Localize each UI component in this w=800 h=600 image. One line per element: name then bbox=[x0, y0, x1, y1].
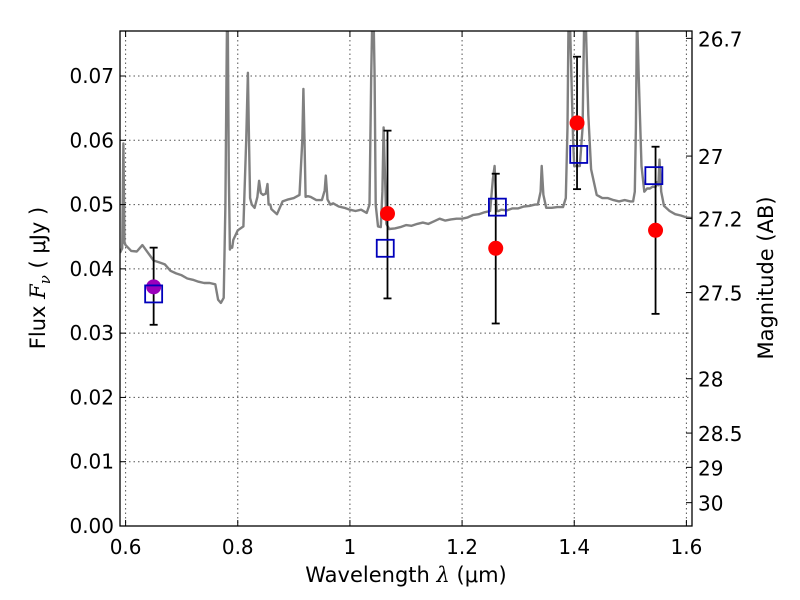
y-tick-label: 0.01 bbox=[69, 450, 114, 474]
x-tick-label: 1 bbox=[344, 535, 357, 559]
y2-tick-label: 27.5 bbox=[698, 282, 743, 306]
x-tick-label: 0.8 bbox=[222, 535, 254, 559]
y-tick-label: 0.00 bbox=[69, 514, 114, 538]
x-tick-label: 1.4 bbox=[558, 535, 590, 559]
observed-point bbox=[379, 206, 395, 222]
y-tick-label: 0.07 bbox=[69, 64, 114, 88]
observed-point bbox=[569, 115, 585, 131]
model-spectrum-line bbox=[120, 31, 692, 305]
x-axis-label: Wavelength λ (μm) bbox=[305, 563, 506, 587]
model-flux-square bbox=[488, 197, 507, 217]
y-label-prefix: Flux bbox=[26, 306, 50, 350]
model-flux-square bbox=[144, 284, 164, 304]
observed-point bbox=[488, 240, 504, 256]
y-tick-label: 0.03 bbox=[69, 321, 114, 345]
observed-points bbox=[146, 115, 664, 295]
observed-point bbox=[146, 279, 162, 295]
model-flux-squares bbox=[144, 145, 664, 304]
plot-frame bbox=[119, 30, 693, 527]
y2-tick-label: 26.7 bbox=[698, 27, 743, 51]
y-tick-label: 0.05 bbox=[69, 193, 114, 217]
y2-tick-label: 27 bbox=[698, 145, 723, 169]
y-tick-label: 0.06 bbox=[69, 128, 114, 152]
y-tick-label: 0.04 bbox=[69, 257, 114, 281]
y2-tick-label: 28.5 bbox=[698, 422, 743, 446]
y-label-subscript: ν bbox=[36, 275, 54, 284]
y-label-unit: ( μJy ) bbox=[26, 207, 50, 269]
y2-tick-label: 29 bbox=[698, 456, 723, 480]
y2-axis-label: Magnitude (AB) bbox=[754, 196, 778, 359]
y-tick-label: 0.02 bbox=[69, 385, 114, 409]
x-tick-label: 1.6 bbox=[670, 535, 702, 559]
model-flux-square bbox=[375, 238, 395, 258]
model-flux-square bbox=[644, 166, 664, 186]
ticks: 0.6 0.8 1 1.2 1.4 1.6 0.00 0.01 0.02 0.03 0.04 0.05… bbox=[69, 27, 742, 559]
y-label-symbol: F bbox=[26, 283, 50, 300]
x-tick-label: 0.6 bbox=[110, 535, 142, 559]
model-spectrum-layer bbox=[120, 31, 692, 305]
observed-point bbox=[648, 222, 664, 238]
y-axis-label: Flux Fν ( μJy ) bbox=[26, 207, 54, 349]
x-label-prefix: Wavelength bbox=[305, 563, 430, 587]
y2-tick-label: 28 bbox=[698, 368, 723, 392]
model-flux-square bbox=[569, 145, 589, 164]
grid bbox=[120, 31, 692, 526]
x-label-symbol: λ bbox=[436, 563, 450, 587]
y2-tick-label: 27.2 bbox=[698, 207, 743, 231]
x-label-unit: (μm) bbox=[457, 563, 507, 587]
x-tick-label: 1.2 bbox=[446, 535, 478, 559]
y2-tick-label: 30 bbox=[698, 492, 723, 516]
